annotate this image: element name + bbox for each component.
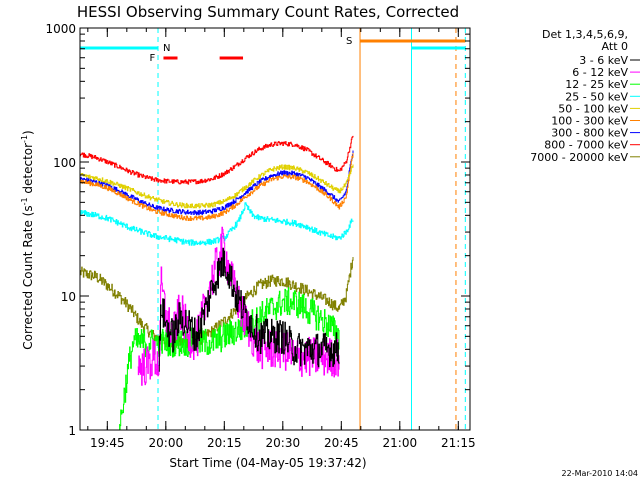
y-tick-label: 100 bbox=[53, 156, 76, 170]
y-tick-label: 1000 bbox=[45, 22, 76, 36]
axes-layer: 1 10 100 1000 19:45 20:00 20:15 20:30 20:45 21:00… bbox=[45, 22, 475, 450]
series-line-6 bbox=[80, 150, 354, 216]
legend-entry-label: 100 - 300 keV bbox=[551, 115, 628, 128]
plot-frame bbox=[79, 27, 471, 431]
legend-entry-label: 12 - 25 keV bbox=[565, 78, 628, 91]
x-tick-label: 21:00 bbox=[383, 436, 418, 450]
legend-entry-label: 3 - 6 keV bbox=[579, 54, 628, 67]
y-axis-label-sup1: -1 bbox=[20, 197, 29, 205]
x-axis-label: Start Time (04-May-05 19:37:42) bbox=[169, 456, 366, 470]
x-tick-label: 20:45 bbox=[324, 436, 359, 450]
legend-header-line1: Det 1,3,4,5,6,9, bbox=[542, 28, 628, 41]
x-tick-label: 20:30 bbox=[266, 436, 301, 450]
y-axis-label-end: ) bbox=[21, 130, 35, 135]
y-axis-label-mid: detector bbox=[21, 143, 35, 198]
series-line-3 bbox=[80, 202, 354, 246]
series-line-7 bbox=[80, 135, 354, 185]
legend-entry-label: 50 - 100 keV bbox=[558, 102, 628, 115]
y-axis-label-main: Corrected Count Rate (s bbox=[21, 205, 35, 349]
y-axis-label: Corrected Count Rate (s-1 detector-1) bbox=[20, 130, 35, 349]
legend-header-line2: Att 0 bbox=[602, 40, 628, 53]
series-line-8 bbox=[80, 257, 354, 349]
timestamp: 22-Mar-2010 14:04 bbox=[562, 469, 639, 478]
y-axis-label-sup2: -1 bbox=[20, 135, 29, 143]
series-line-2 bbox=[119, 287, 340, 431]
saa-flag-label: S bbox=[346, 36, 352, 47]
chart-title: HESSI Observing Summary Count Rates, Cor… bbox=[77, 3, 459, 21]
series-line-5 bbox=[80, 153, 354, 221]
series-line-0 bbox=[158, 247, 340, 372]
legend-entry-label: 6 - 12 keV bbox=[572, 66, 628, 79]
night-flag-label: N bbox=[163, 43, 170, 54]
x-tick-label: 21:15 bbox=[441, 436, 476, 450]
x-tick-label: 20:00 bbox=[149, 436, 184, 450]
legend-entry-label: 800 - 7000 keV bbox=[544, 139, 628, 152]
flags-layer: NF S bbox=[79, 28, 466, 430]
fast-flag-label: F bbox=[149, 53, 155, 64]
legend-entry-label: 7000 - 20000 keV bbox=[530, 151, 628, 164]
x-tick-label: 19:45 bbox=[90, 436, 125, 450]
series-line-4 bbox=[80, 164, 354, 209]
x-tick-label: 20:15 bbox=[207, 436, 242, 450]
series-layer bbox=[80, 135, 354, 431]
series-line-1 bbox=[137, 226, 340, 386]
y-tick-label: 10 bbox=[61, 290, 76, 304]
y-tick-label: 1 bbox=[68, 424, 76, 438]
legend-entry-label: 25 - 50 keV bbox=[565, 90, 628, 103]
legend-entry-label: 300 - 800 keV bbox=[551, 127, 628, 140]
